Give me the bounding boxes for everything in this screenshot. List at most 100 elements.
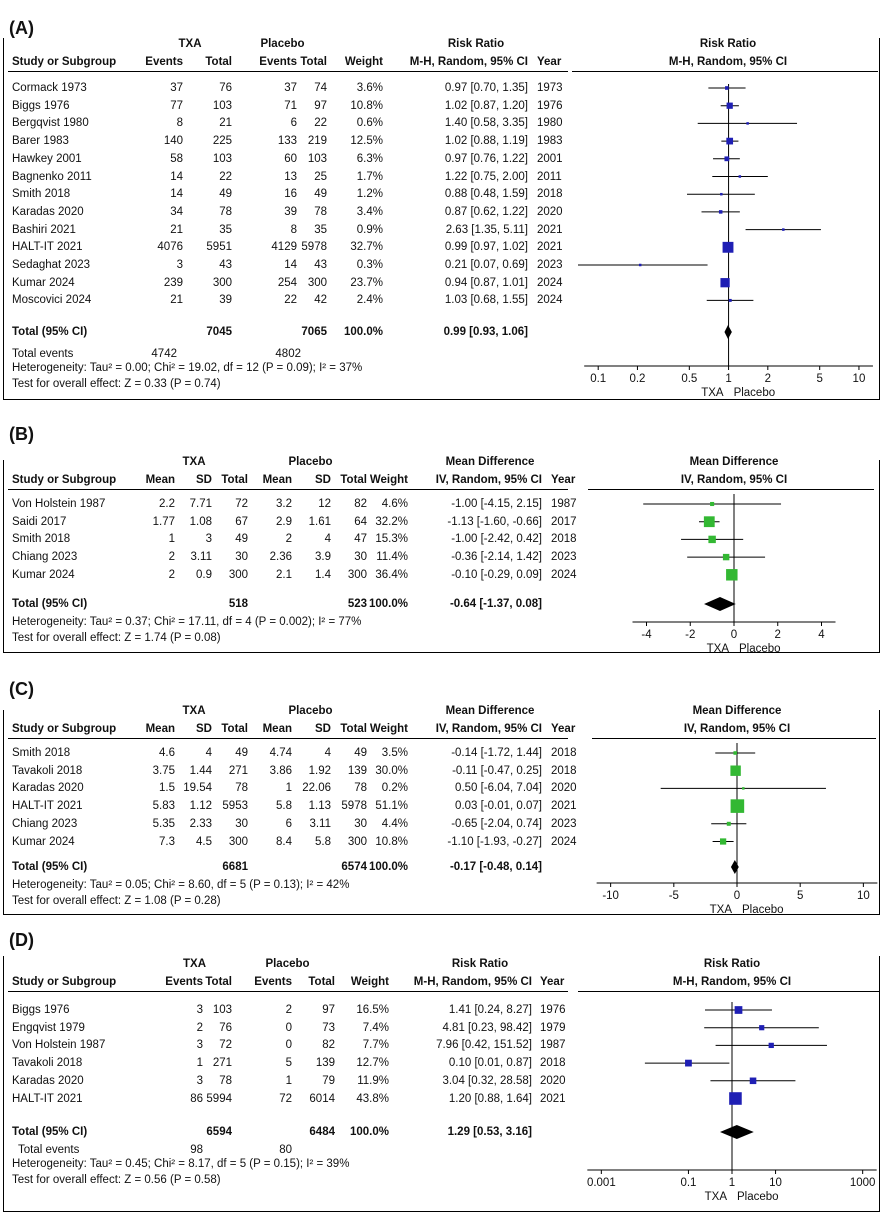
study-ci: 0.94 [0.87, 1.01] bbox=[444, 276, 528, 289]
x-tick-label: -10 bbox=[602, 890, 619, 902]
col-header: Events bbox=[254, 976, 292, 988]
study-year: 2023 bbox=[537, 259, 563, 271]
study-marker bbox=[746, 122, 749, 125]
study-year: 2018 bbox=[551, 764, 577, 777]
study-cell: 8.4 bbox=[276, 835, 292, 848]
study-cell: 49 bbox=[219, 188, 232, 201]
study-cell: 3.86 bbox=[269, 764, 292, 777]
x-tick-label: 10 bbox=[857, 890, 870, 902]
study-cell: 34 bbox=[170, 205, 183, 218]
study-cell: 6 bbox=[290, 117, 297, 130]
study-cell: 4.74 bbox=[269, 747, 292, 759]
study-cell: 2 bbox=[168, 568, 175, 581]
overall-effect-text: Test for overall effect: Z = 1.74 (P = 0… bbox=[12, 632, 221, 644]
study-year: 2018 bbox=[540, 1057, 566, 1070]
study-year: 1976 bbox=[537, 99, 563, 112]
study-name: Saidi 2017 bbox=[12, 515, 67, 528]
study-ci: 0.97 [0.70, 1.35] bbox=[444, 82, 528, 94]
study-cell: 1.4 bbox=[315, 568, 331, 581]
study-cell: 13 bbox=[284, 170, 297, 183]
study-cell: 2.36 bbox=[269, 551, 292, 564]
study-ci: -0.14 [-1.72, 1.44] bbox=[451, 747, 542, 759]
study-weight: 4.4% bbox=[381, 817, 408, 830]
study-cell: 25 bbox=[314, 170, 327, 183]
study-cell: 49 bbox=[314, 188, 327, 201]
study-ci: 2.63 [1.35, 5.11] bbox=[445, 223, 528, 236]
study-cell: 3 bbox=[176, 259, 183, 271]
study-cell: 43 bbox=[219, 259, 232, 271]
col-header: Total bbox=[205, 976, 232, 988]
study-year: 2021 bbox=[537, 241, 563, 254]
study-marker bbox=[726, 821, 731, 826]
study-cell: 30 bbox=[354, 817, 367, 830]
col-weight: Weight bbox=[344, 56, 383, 68]
x-tick-label: 0 bbox=[731, 629, 737, 641]
header-separator bbox=[8, 738, 568, 739]
study-cell: 225 bbox=[212, 135, 232, 148]
study-name: Biggs 1976 bbox=[12, 1004, 70, 1016]
study-cell: 2.1 bbox=[276, 568, 292, 581]
group1-header: TXA bbox=[178, 38, 202, 50]
study-marker bbox=[730, 765, 741, 776]
study-ci: 1.41 [0.24, 8.27] bbox=[448, 1004, 532, 1016]
study-cell: 139 bbox=[315, 1057, 335, 1070]
col-header: Total bbox=[221, 723, 248, 735]
study-cell: 271 bbox=[212, 1057, 232, 1070]
total-n1: 518 bbox=[228, 598, 248, 610]
study-weight: 2.4% bbox=[356, 294, 383, 307]
study-year: 2018 bbox=[537, 188, 563, 201]
x-tick-label: 0.1 bbox=[680, 1177, 696, 1189]
study-cell: 16 bbox=[284, 188, 297, 201]
study-weight: 12.5% bbox=[350, 135, 383, 148]
study-marker bbox=[720, 192, 723, 196]
study-cell: 97 bbox=[314, 99, 327, 112]
study-cell: 77 bbox=[170, 99, 183, 112]
study-cell: 73 bbox=[322, 1021, 335, 1034]
study-marker bbox=[719, 838, 727, 845]
study-cell: 5.35 bbox=[152, 817, 175, 830]
study-weight: 0.3% bbox=[356, 259, 383, 271]
plot-header-separator bbox=[588, 489, 874, 490]
total-n2: 6574 bbox=[341, 861, 367, 873]
header-separator bbox=[8, 489, 568, 490]
study-cell: 1 bbox=[168, 533, 175, 546]
pooled-diamond bbox=[724, 325, 732, 339]
study-ci: 4.81 [0.23, 98.42] bbox=[442, 1021, 532, 1034]
study-year: 2001 bbox=[537, 152, 563, 165]
favours-left-label: TXA bbox=[705, 1191, 728, 1203]
header-separator bbox=[8, 991, 568, 992]
effect-header: Mean Difference bbox=[445, 456, 535, 468]
study-cell: 139 bbox=[347, 764, 367, 777]
x-tick-label: 5 bbox=[797, 890, 803, 902]
study-cell: 72 bbox=[235, 498, 248, 510]
study-name: Smith 2018 bbox=[12, 747, 71, 759]
study-weight: 36.4% bbox=[375, 568, 408, 581]
col-header: Mean bbox=[145, 474, 175, 486]
col-header: Events bbox=[259, 56, 297, 68]
overall-effect-text: Test for overall effect: Z = 0.33 (P = 0… bbox=[12, 378, 221, 390]
total-n2: 7065 bbox=[301, 326, 327, 338]
group2-header: Placebo bbox=[265, 958, 310, 970]
study-name: Smith 2018 bbox=[12, 533, 71, 546]
study-ci: 0.21 [0.07, 0.69] bbox=[444, 259, 528, 271]
study-cell: 300 bbox=[347, 835, 367, 848]
heterogeneity-text: Heterogeneity: Tau² = 0.45; Chi² = 8.17,… bbox=[12, 1158, 350, 1170]
study-weight: 0.2% bbox=[381, 782, 408, 795]
panel-b: (B) TXA Placebo Mean Difference Mean Differe… bbox=[0, 410, 882, 655]
study-cell: 60 bbox=[284, 152, 297, 165]
study-cell: 3 bbox=[205, 533, 212, 546]
study-year: 2023 bbox=[551, 817, 577, 830]
pooled-diamond bbox=[730, 860, 739, 874]
x-tick-label: 1 bbox=[729, 1177, 735, 1189]
study-year: 1979 bbox=[540, 1021, 566, 1034]
study-year: 1976 bbox=[540, 1004, 566, 1016]
study-marker bbox=[720, 278, 730, 288]
study-cell: 39 bbox=[284, 205, 297, 218]
study-cell: 3.9 bbox=[315, 551, 331, 564]
study-name: Karadas 2020 bbox=[12, 1074, 84, 1087]
col-header: Total bbox=[205, 56, 232, 68]
study-marker bbox=[710, 501, 715, 507]
study-name: HALT-IT 2021 bbox=[12, 1092, 83, 1105]
study-cell: 133 bbox=[277, 135, 297, 148]
study-cell: 78 bbox=[235, 782, 248, 795]
